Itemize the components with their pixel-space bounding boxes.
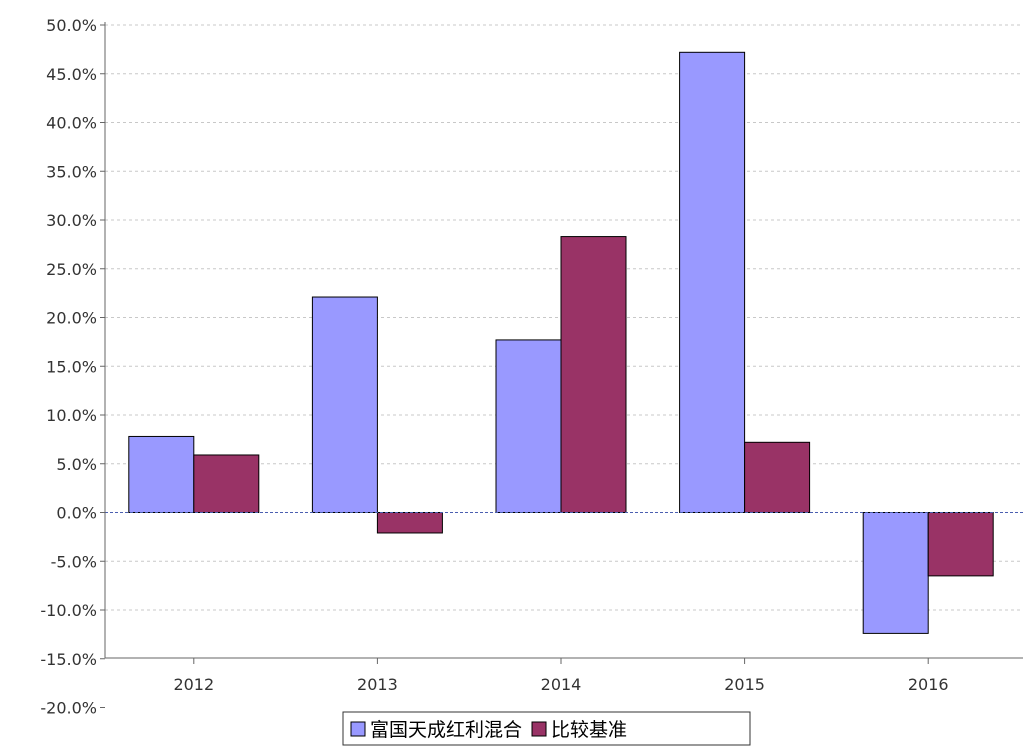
- x-tick-label: 2015: [724, 675, 765, 694]
- y-tick-label: 25.0%: [46, 260, 97, 279]
- x-tick-label: 2014: [541, 675, 582, 694]
- bar-benchmark-2014: [560, 236, 627, 513]
- y-tick-label: 0.0%: [56, 504, 97, 523]
- bar-benchmark-2012: [193, 454, 260, 514]
- y-tick-label: 20.0%: [46, 309, 97, 328]
- legend-swatch-benchmark: [531, 721, 547, 737]
- bar-benchmark-2015: [744, 441, 811, 513]
- bar-fund-2013: [311, 296, 378, 513]
- legend: 富国天成红利混合 比较基准: [342, 711, 751, 746]
- bars: [128, 51, 994, 634]
- bar-fund-2015: [679, 51, 746, 514]
- y-tick-label: 45.0%: [46, 65, 97, 84]
- bar-benchmark-2016: [927, 512, 994, 577]
- y-tick-label: 10.0%: [46, 406, 97, 425]
- bar-fund-2014: [495, 339, 562, 513]
- bar-fund-2012: [128, 435, 195, 514]
- legend-swatch-fund: [350, 721, 366, 737]
- y-tick-label: 40.0%: [46, 114, 97, 133]
- y-tick-label: -10.0%: [40, 601, 97, 620]
- y-tick-label: 50.0%: [46, 16, 97, 35]
- axes: 50.0% 45.0% 40.0% 35.0% 30.0% 25.0% 20.0% 15.0%…: [40, 16, 1023, 718]
- x-tick-label: 2013: [357, 675, 398, 694]
- y-tick-label: 5.0%: [56, 455, 97, 474]
- y-tick-label: 30.0%: [46, 211, 97, 230]
- legend-label-benchmark: 比较基准: [551, 719, 627, 741]
- y-tick-label: 35.0%: [46, 162, 97, 181]
- y-tick-label: -15.0%: [40, 650, 97, 669]
- x-tick-label: 2016: [908, 675, 949, 694]
- y-tick-label: 15.0%: [46, 357, 97, 376]
- legend-label-fund: 富国天成红利混合: [370, 719, 522, 741]
- bar-fund-2016: [862, 512, 929, 634]
- y-tick-label: -5.0%: [51, 552, 97, 571]
- bar-benchmark-2013: [376, 512, 443, 534]
- y-tick-label: -20.0%: [40, 699, 97, 718]
- x-tick-label: 2012: [173, 675, 214, 694]
